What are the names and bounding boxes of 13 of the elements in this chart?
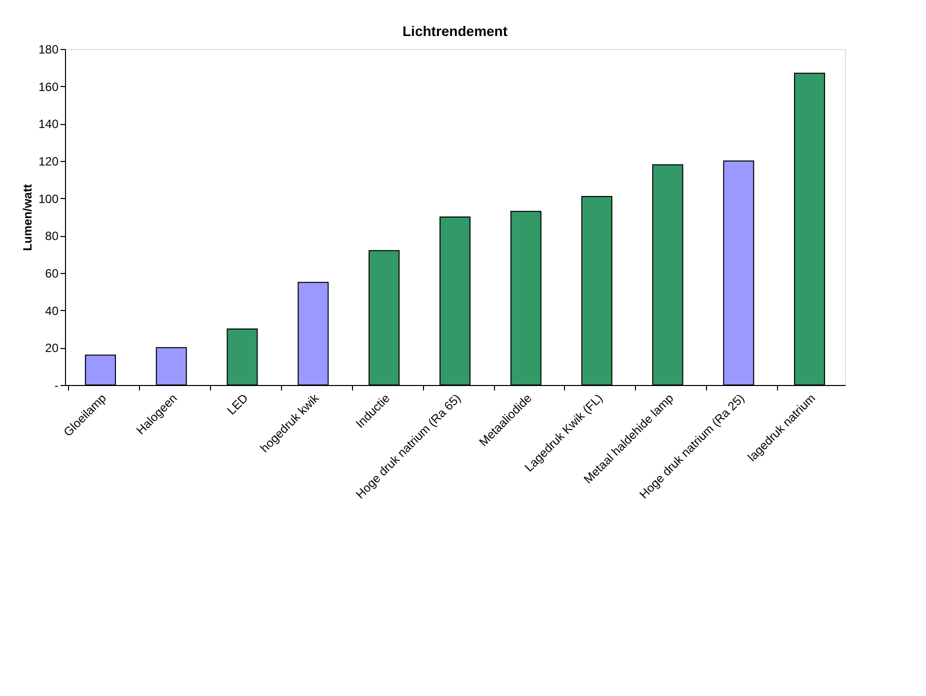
y-tick-label: 160 xyxy=(38,80,59,94)
y-tick-label: 20 xyxy=(45,341,59,356)
y-axis-title: Lumen/watt xyxy=(20,184,34,251)
y-tick-label: 180 xyxy=(38,42,59,56)
y-tick-label: 140 xyxy=(38,117,59,132)
y-tick-label: 120 xyxy=(38,154,59,168)
y-tick-label: 80 xyxy=(45,229,59,244)
chart-title: Lichtrendement xyxy=(402,23,508,39)
x-tick-label: LED xyxy=(224,390,251,418)
y-tick-label: 40 xyxy=(45,304,59,318)
y-tick-label: 60 xyxy=(45,266,59,280)
y-tick-label: 100 xyxy=(38,192,59,206)
y-tick-label: - xyxy=(54,378,58,392)
